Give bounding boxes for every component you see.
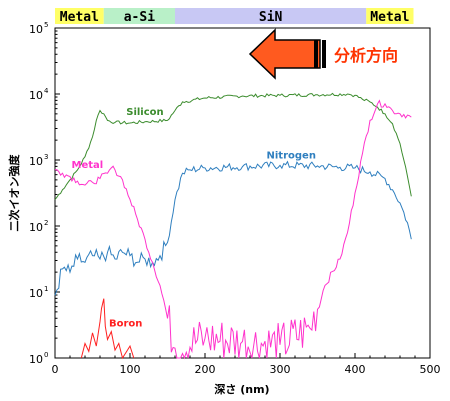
x-tick-label: 300: [270, 363, 291, 376]
y-tick-exponent: 4: [44, 87, 49, 95]
layer-band-strip: Metal a-Si SiN Metal: [55, 8, 414, 25]
y-tick-exponent: 0: [44, 351, 48, 359]
arrow-shape: [248, 28, 321, 80]
layer-band: [366, 8, 414, 24]
series-line-metal: [54, 99, 412, 360]
y-tick-label: 10: [29, 287, 43, 300]
x-tick-label: 100: [120, 363, 141, 376]
layer-band-label: a-Si: [124, 10, 155, 25]
series-label-boron: Boron: [109, 318, 142, 329]
series-label-nitrogen: Nitrogen: [267, 151, 316, 162]
y-tick-label: 10: [29, 155, 43, 168]
layer-band-label: Metal: [370, 10, 409, 25]
y-tick-label: 10: [29, 23, 43, 36]
layer-band-label: Metal: [60, 10, 99, 25]
x-tick-label: 400: [345, 363, 366, 376]
y-tick-exponent: 3: [44, 153, 48, 161]
plot-frame: [54, 27, 431, 359]
series-labels: Silicon Nitrogen Metal Boron: [72, 107, 316, 329]
y-tick-exponent: 1: [44, 285, 48, 293]
x-tick-label: 0: [52, 363, 59, 376]
arrow-label: 分析方向: [334, 46, 398, 65]
arrow-tail-stripe: [314, 40, 318, 68]
layer-band-label: SiN: [259, 10, 283, 25]
series-line-nitrogen: [54, 160, 412, 296]
series-label-metal: Metal: [72, 160, 104, 171]
layer-band: [55, 8, 104, 24]
y-tick-exponent: 5: [44, 21, 48, 29]
x-axis-title: 深さ (nm): [214, 382, 269, 396]
series-label-silicon: Silicon: [126, 107, 163, 118]
y-axis-title: 二次イオン強度: [7, 154, 21, 232]
y-tick-label: 10: [29, 89, 43, 102]
x-tick-label: 200: [195, 363, 216, 376]
arrow-tail-stripe: [322, 40, 326, 68]
series-line-boron: [80, 298, 135, 360]
analysis-direction-arrow: 分析方向: [248, 28, 398, 80]
y-tick-exponent: 2: [44, 219, 48, 227]
y-tick-label: 10: [29, 353, 43, 366]
layer-band: [175, 8, 367, 24]
x-axis: 0 100 200 300 400 500: [52, 353, 441, 376]
layer-band: [103, 8, 175, 24]
x-tick-label: 500: [420, 363, 441, 376]
y-tick-label: 10: [29, 221, 43, 234]
series-layer: [54, 92, 412, 360]
series-line-silicon: [54, 92, 412, 200]
